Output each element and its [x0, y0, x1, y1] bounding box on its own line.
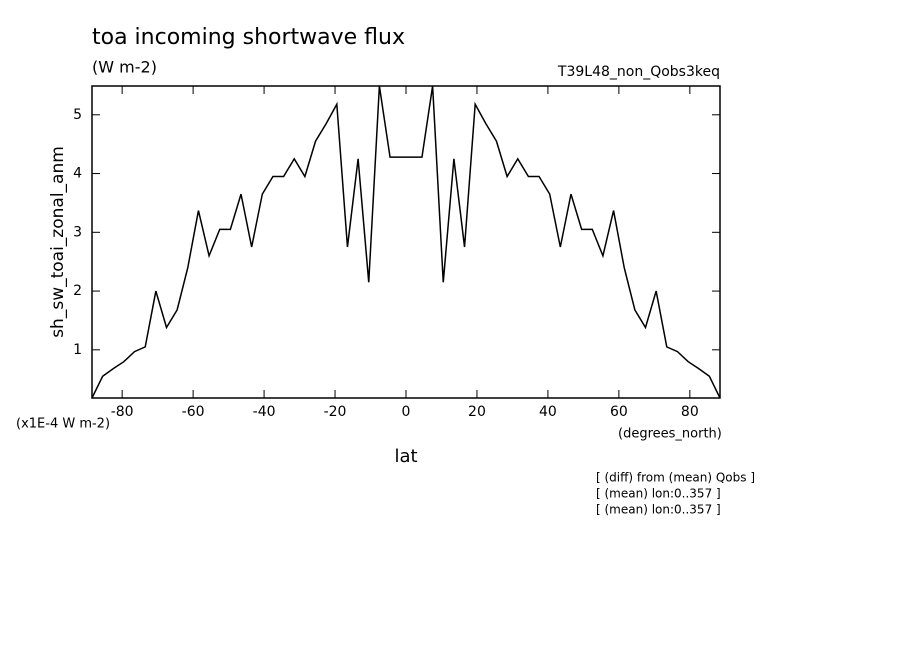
y-units: (x1E-4 W m-2) — [16, 417, 110, 432]
y-tick-label: 4 — [73, 166, 82, 182]
note: [ (diff) from (mean) Qobs ] — [596, 471, 755, 485]
y-axis-label: sh_sw_toai_zonal_anm — [48, 146, 68, 338]
x-tick-label: 80 — [681, 404, 699, 420]
x-tick-label: -40 — [253, 404, 276, 420]
x-tick-label: 60 — [610, 404, 628, 420]
chart-title: toa incoming shortwave flux — [92, 25, 405, 50]
note: [ (mean) lon:0..357 ] — [596, 487, 721, 501]
chart-subtitle: (W m-2) — [92, 58, 157, 77]
data-line — [91, 85, 721, 399]
run-label: T39L48_non_Qobs3keq — [557, 64, 720, 80]
x-tick-label: 0 — [402, 404, 411, 420]
x-tick-label: -80 — [111, 404, 134, 420]
y-tick-label: 1 — [73, 342, 82, 358]
x-tick-label: -60 — [182, 404, 205, 420]
y-tick-label: 5 — [73, 107, 82, 123]
x-tick-label: 40 — [539, 404, 557, 420]
x-units: (degrees_north) — [618, 427, 722, 442]
x-tick-label: 20 — [468, 404, 486, 420]
note: [ (mean) lon:0..357 ] — [596, 503, 721, 517]
plot-frame — [91, 85, 721, 399]
y-tick-label: 3 — [73, 224, 82, 240]
x-axis-label: lat — [394, 446, 417, 467]
y-tick-label: 2 — [73, 283, 82, 299]
x-tick-label: -20 — [324, 404, 347, 420]
